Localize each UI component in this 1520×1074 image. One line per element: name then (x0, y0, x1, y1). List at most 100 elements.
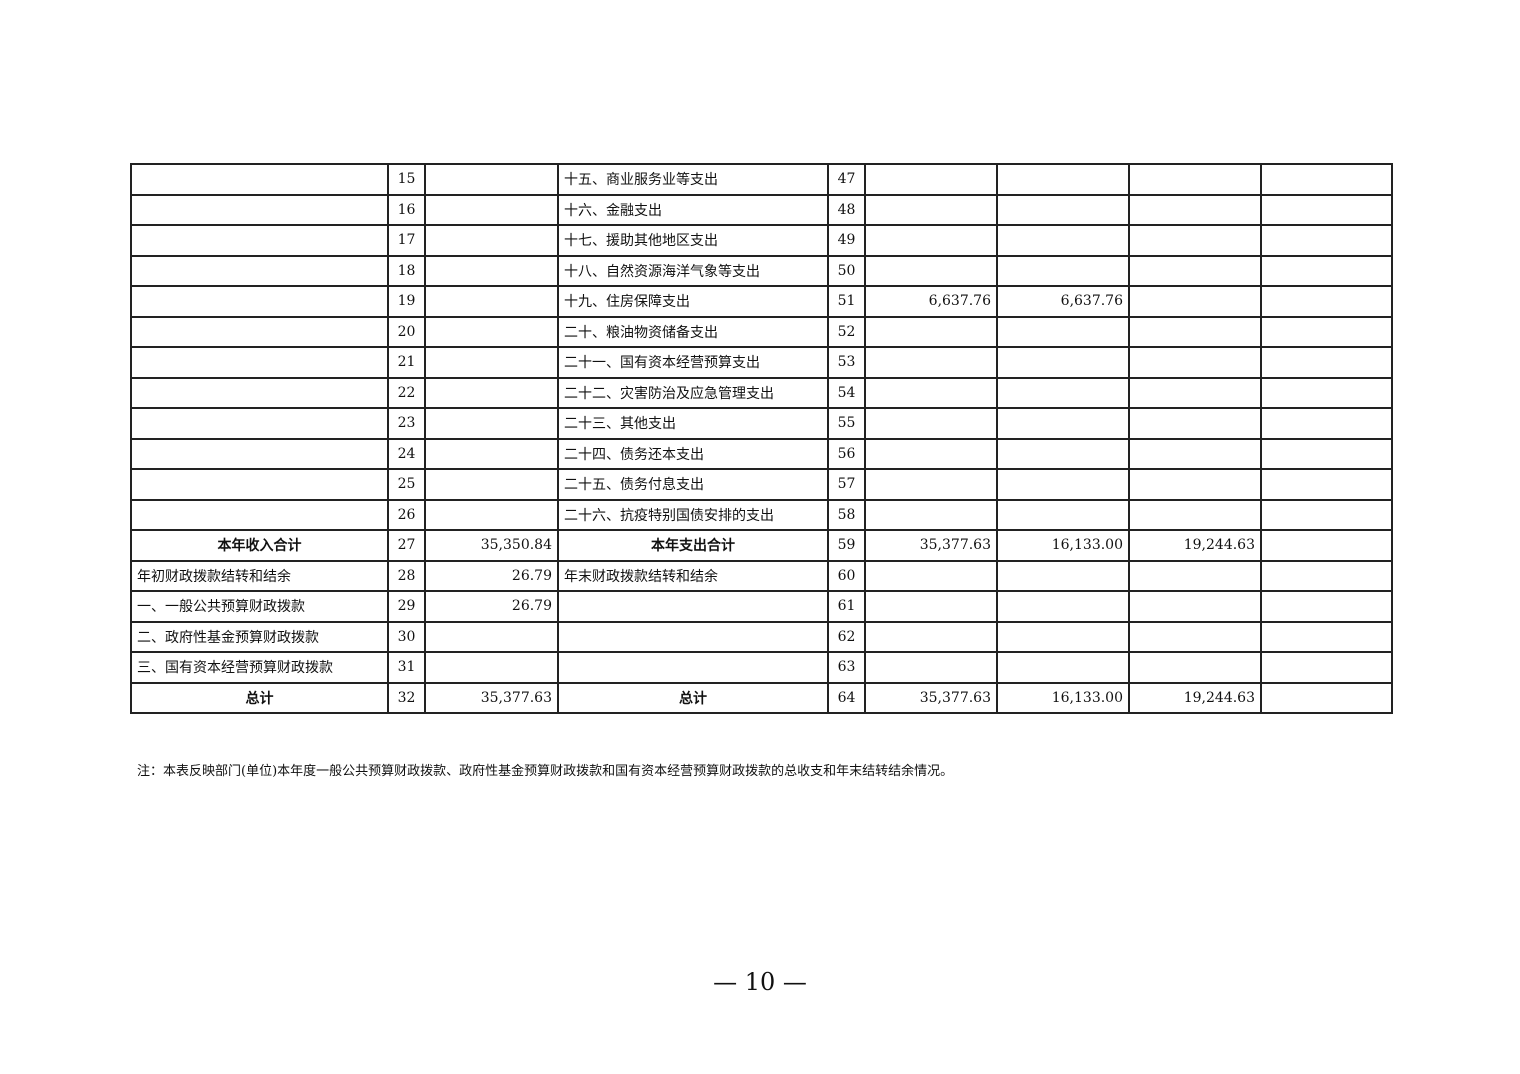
expense-gov-fund (1128, 407, 1262, 440)
expense-state-capital (1260, 498, 1393, 531)
expense-general-budget: 6,637.76 (996, 285, 1130, 318)
expense-total (864, 620, 998, 653)
income-amount (424, 498, 559, 531)
income-item: 本年收入合计 (130, 529, 389, 562)
expense-item: 二十三、其他支出 (557, 407, 829, 440)
expense-gov-fund (1128, 498, 1262, 531)
expense-gov-fund (1128, 468, 1262, 501)
expense-gov-fund (1128, 559, 1262, 592)
expense-state-capital (1260, 407, 1393, 440)
expense-gov-fund (1128, 224, 1262, 257)
income-amount: 35,350.84 (424, 529, 559, 562)
income-item (130, 163, 389, 196)
expense-general-budget (996, 346, 1130, 379)
expense-general-budget (996, 651, 1130, 684)
table-row: 20 二十、粮油物资储备支出 52 (130, 315, 1393, 348)
expense-general-budget (996, 437, 1130, 470)
table-row: 年初财政拨款结转和结余 28 26.79 年末财政拨款结转和结余 60 (130, 559, 1393, 592)
table-row: 19 十九、住房保障支出 51 6,637.76 6,637.76 (130, 285, 1393, 318)
expense-line-no: 57 (827, 468, 866, 501)
table-row: 24 二十四、债务还本支出 56 (130, 437, 1393, 470)
page-number: — 10 — (713, 968, 807, 996)
expense-item: 十七、援助其他地区支出 (557, 224, 829, 257)
expense-item: 二十六、抗疫特别国债安排的支出 (557, 498, 829, 531)
table-row: 26 二十六、抗疫特别国债安排的支出 58 (130, 498, 1393, 531)
expense-total: 6,637.76 (864, 285, 998, 318)
expense-state-capital (1260, 529, 1393, 562)
expense-item: 二十、粮油物资储备支出 (557, 315, 829, 348)
income-item (130, 346, 389, 379)
expense-gov-fund: 19,244.63 (1128, 529, 1262, 562)
income-item (130, 437, 389, 470)
expense-general-budget (996, 407, 1130, 440)
expense-item: 十五、商业服务业等支出 (557, 163, 829, 196)
expense-state-capital (1260, 163, 1393, 196)
expense-general-budget (996, 163, 1130, 196)
expense-line-no: 59 (827, 529, 866, 562)
income-line-no: 29 (387, 590, 426, 623)
income-item (130, 468, 389, 501)
income-amount (424, 163, 559, 196)
expense-item: 十八、自然资源海洋气象等支出 (557, 254, 829, 287)
expense-total (864, 346, 998, 379)
expense-total (864, 224, 998, 257)
expense-total (864, 315, 998, 348)
income-line-no: 18 (387, 254, 426, 287)
income-amount (424, 437, 559, 470)
expense-gov-fund (1128, 376, 1262, 409)
expense-total (864, 468, 998, 501)
expense-state-capital (1260, 651, 1393, 684)
expense-gov-fund (1128, 285, 1262, 318)
expense-general-budget (996, 254, 1130, 287)
income-amount (424, 346, 559, 379)
income-amount (424, 254, 559, 287)
expense-line-no: 47 (827, 163, 866, 196)
income-amount: 26.79 (424, 590, 559, 623)
table-row: 23 二十三、其他支出 55 (130, 407, 1393, 440)
expense-state-capital (1260, 559, 1393, 592)
income-line-no: 25 (387, 468, 426, 501)
expense-general-budget (996, 590, 1130, 623)
expense-line-no: 62 (827, 620, 866, 653)
income-line-no: 24 (387, 437, 426, 470)
expense-general-budget (996, 315, 1130, 348)
expense-state-capital (1260, 224, 1393, 257)
expense-item: 二十一、国有资本经营预算支出 (557, 346, 829, 379)
income-line-no: 30 (387, 620, 426, 653)
expense-item: 十六、金融支出 (557, 193, 829, 226)
expense-line-no: 61 (827, 590, 866, 623)
expense-state-capital (1260, 254, 1393, 287)
expense-state-capital (1260, 193, 1393, 226)
expense-state-capital (1260, 437, 1393, 470)
income-amount: 35,377.63 (424, 681, 559, 714)
income-line-no: 21 (387, 346, 426, 379)
expense-line-no: 52 (827, 315, 866, 348)
income-line-no: 31 (387, 651, 426, 684)
expense-general-budget: 16,133.00 (996, 681, 1130, 714)
income-line-no: 23 (387, 407, 426, 440)
income-item (130, 285, 389, 318)
expense-state-capital (1260, 376, 1393, 409)
expense-gov-fund (1128, 651, 1262, 684)
expense-total (864, 651, 998, 684)
expense-line-no: 53 (827, 346, 866, 379)
income-amount (424, 376, 559, 409)
expense-item (557, 590, 829, 623)
expense-gov-fund (1128, 315, 1262, 348)
expense-gov-fund (1128, 254, 1262, 287)
expense-item (557, 620, 829, 653)
expense-item: 二十四、债务还本支出 (557, 437, 829, 470)
income-item: 二、政府性基金预算财政拨款 (130, 620, 389, 653)
expense-general-budget (996, 559, 1130, 592)
expense-state-capital (1260, 315, 1393, 348)
income-amount (424, 285, 559, 318)
expense-total (864, 254, 998, 287)
table-row: 18 十八、自然资源海洋气象等支出 50 (130, 254, 1393, 287)
expense-item (557, 651, 829, 684)
expense-line-no: 50 (827, 254, 866, 287)
expense-line-no: 60 (827, 559, 866, 592)
income-item (130, 498, 389, 531)
income-amount (424, 468, 559, 501)
expense-gov-fund (1128, 620, 1262, 653)
income-amount (424, 315, 559, 348)
